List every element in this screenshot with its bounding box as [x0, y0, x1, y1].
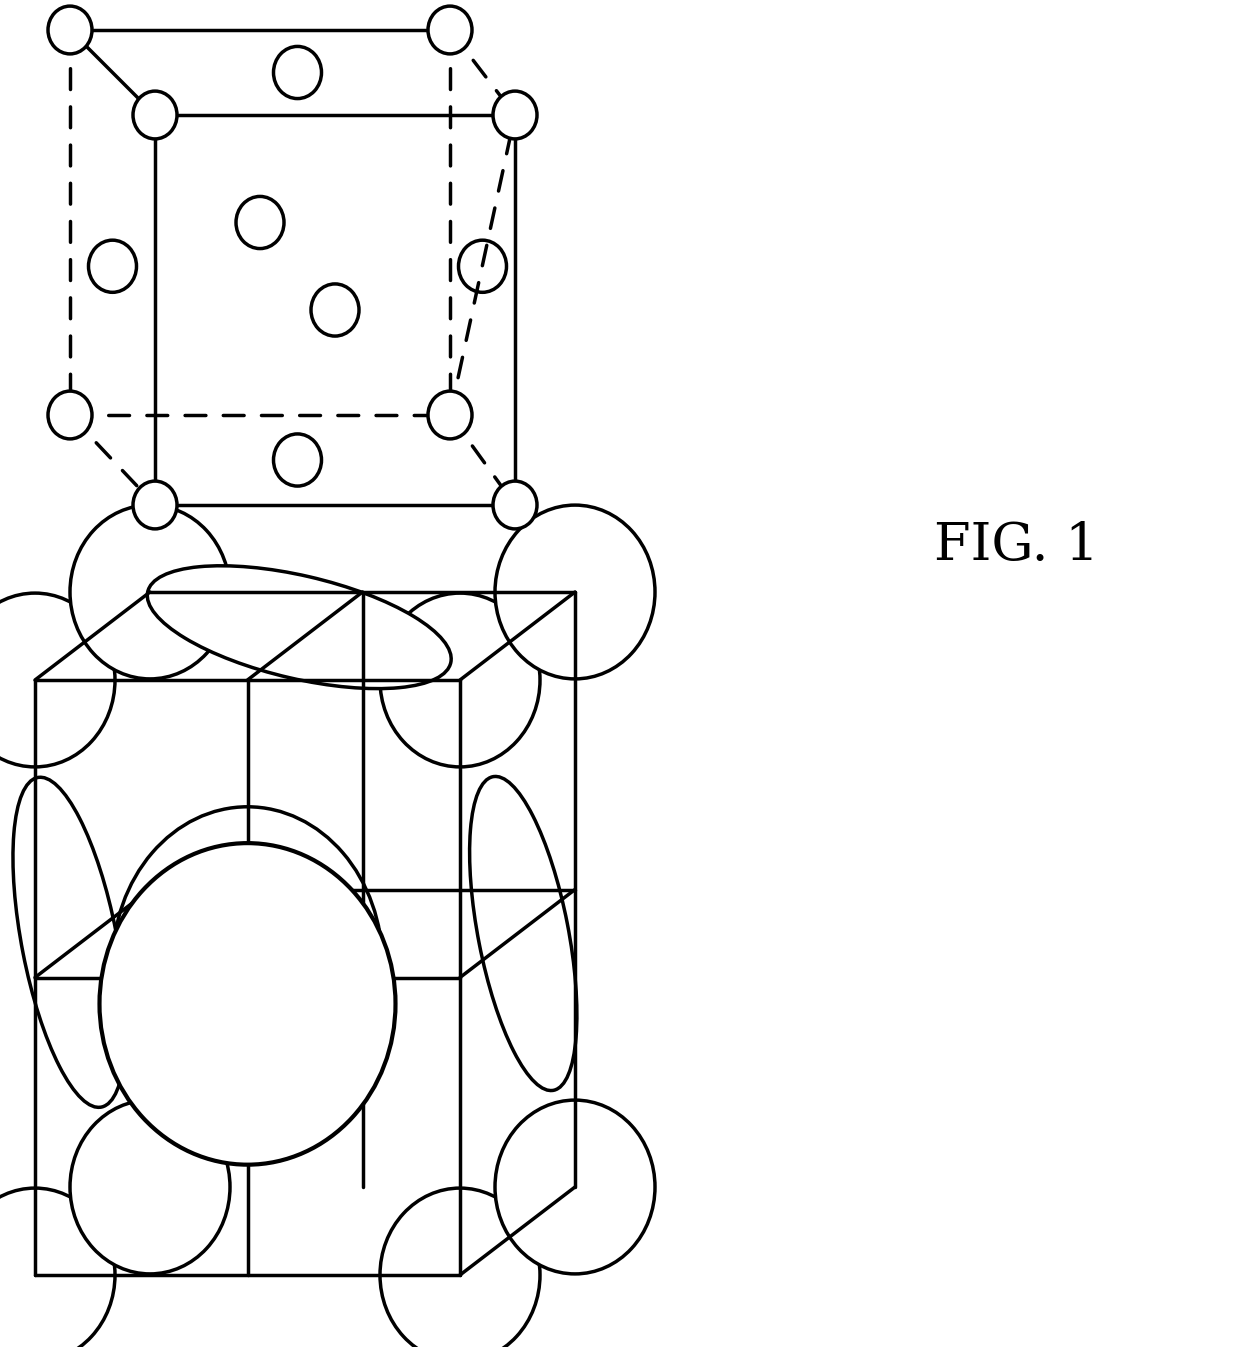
- Ellipse shape: [113, 807, 382, 1122]
- Circle shape: [133, 92, 177, 139]
- Ellipse shape: [12, 777, 126, 1107]
- Circle shape: [69, 1100, 229, 1274]
- Circle shape: [494, 481, 537, 529]
- Circle shape: [495, 1100, 655, 1274]
- Circle shape: [428, 7, 472, 54]
- Circle shape: [48, 391, 92, 439]
- Circle shape: [99, 843, 396, 1165]
- Circle shape: [48, 7, 92, 54]
- Ellipse shape: [148, 566, 451, 688]
- Ellipse shape: [470, 776, 577, 1091]
- Circle shape: [379, 593, 539, 766]
- Circle shape: [0, 593, 115, 766]
- Circle shape: [495, 505, 655, 679]
- Circle shape: [69, 505, 229, 679]
- Circle shape: [0, 1188, 115, 1347]
- Circle shape: [133, 481, 177, 529]
- Circle shape: [494, 92, 537, 139]
- Circle shape: [379, 1188, 539, 1347]
- Text: FIG. 1: FIG. 1: [935, 520, 1099, 571]
- Circle shape: [428, 391, 472, 439]
